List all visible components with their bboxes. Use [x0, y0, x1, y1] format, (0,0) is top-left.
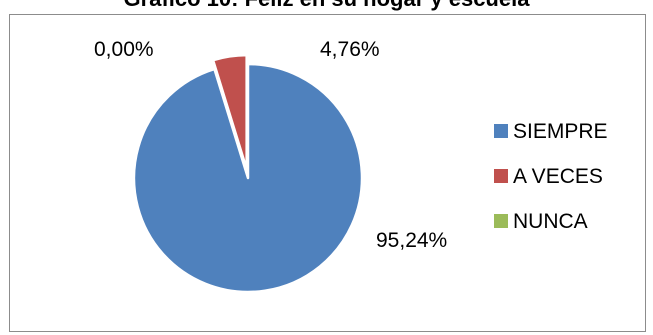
- legend: SIEMPRE A VECES NUNCA: [494, 120, 608, 233]
- data-label-a-veces: 4,76%: [320, 38, 380, 61]
- pie-slice-a-veces: [211, 53, 248, 171]
- legend-swatch-nunca: [494, 214, 508, 228]
- legend-swatch-siempre: [494, 124, 508, 138]
- pie-slice-siempre: [132, 62, 364, 294]
- legend-swatch-a-veces: [494, 169, 508, 183]
- pie-slices: [132, 53, 364, 294]
- data-label-siempre: 95,24%: [376, 229, 447, 252]
- chart-title: Gráfico 10: Feliz en su hogar y escuela: [0, 0, 653, 12]
- data-labels: 95,24% 4,76% 0,00%: [94, 38, 447, 252]
- legend-label-nunca: NUNCA: [513, 210, 588, 233]
- legend-label-siempre: SIEMPRE: [513, 120, 608, 143]
- legend-label-a-veces: A VECES: [513, 165, 603, 188]
- data-label-nunca: 0,00%: [94, 38, 154, 61]
